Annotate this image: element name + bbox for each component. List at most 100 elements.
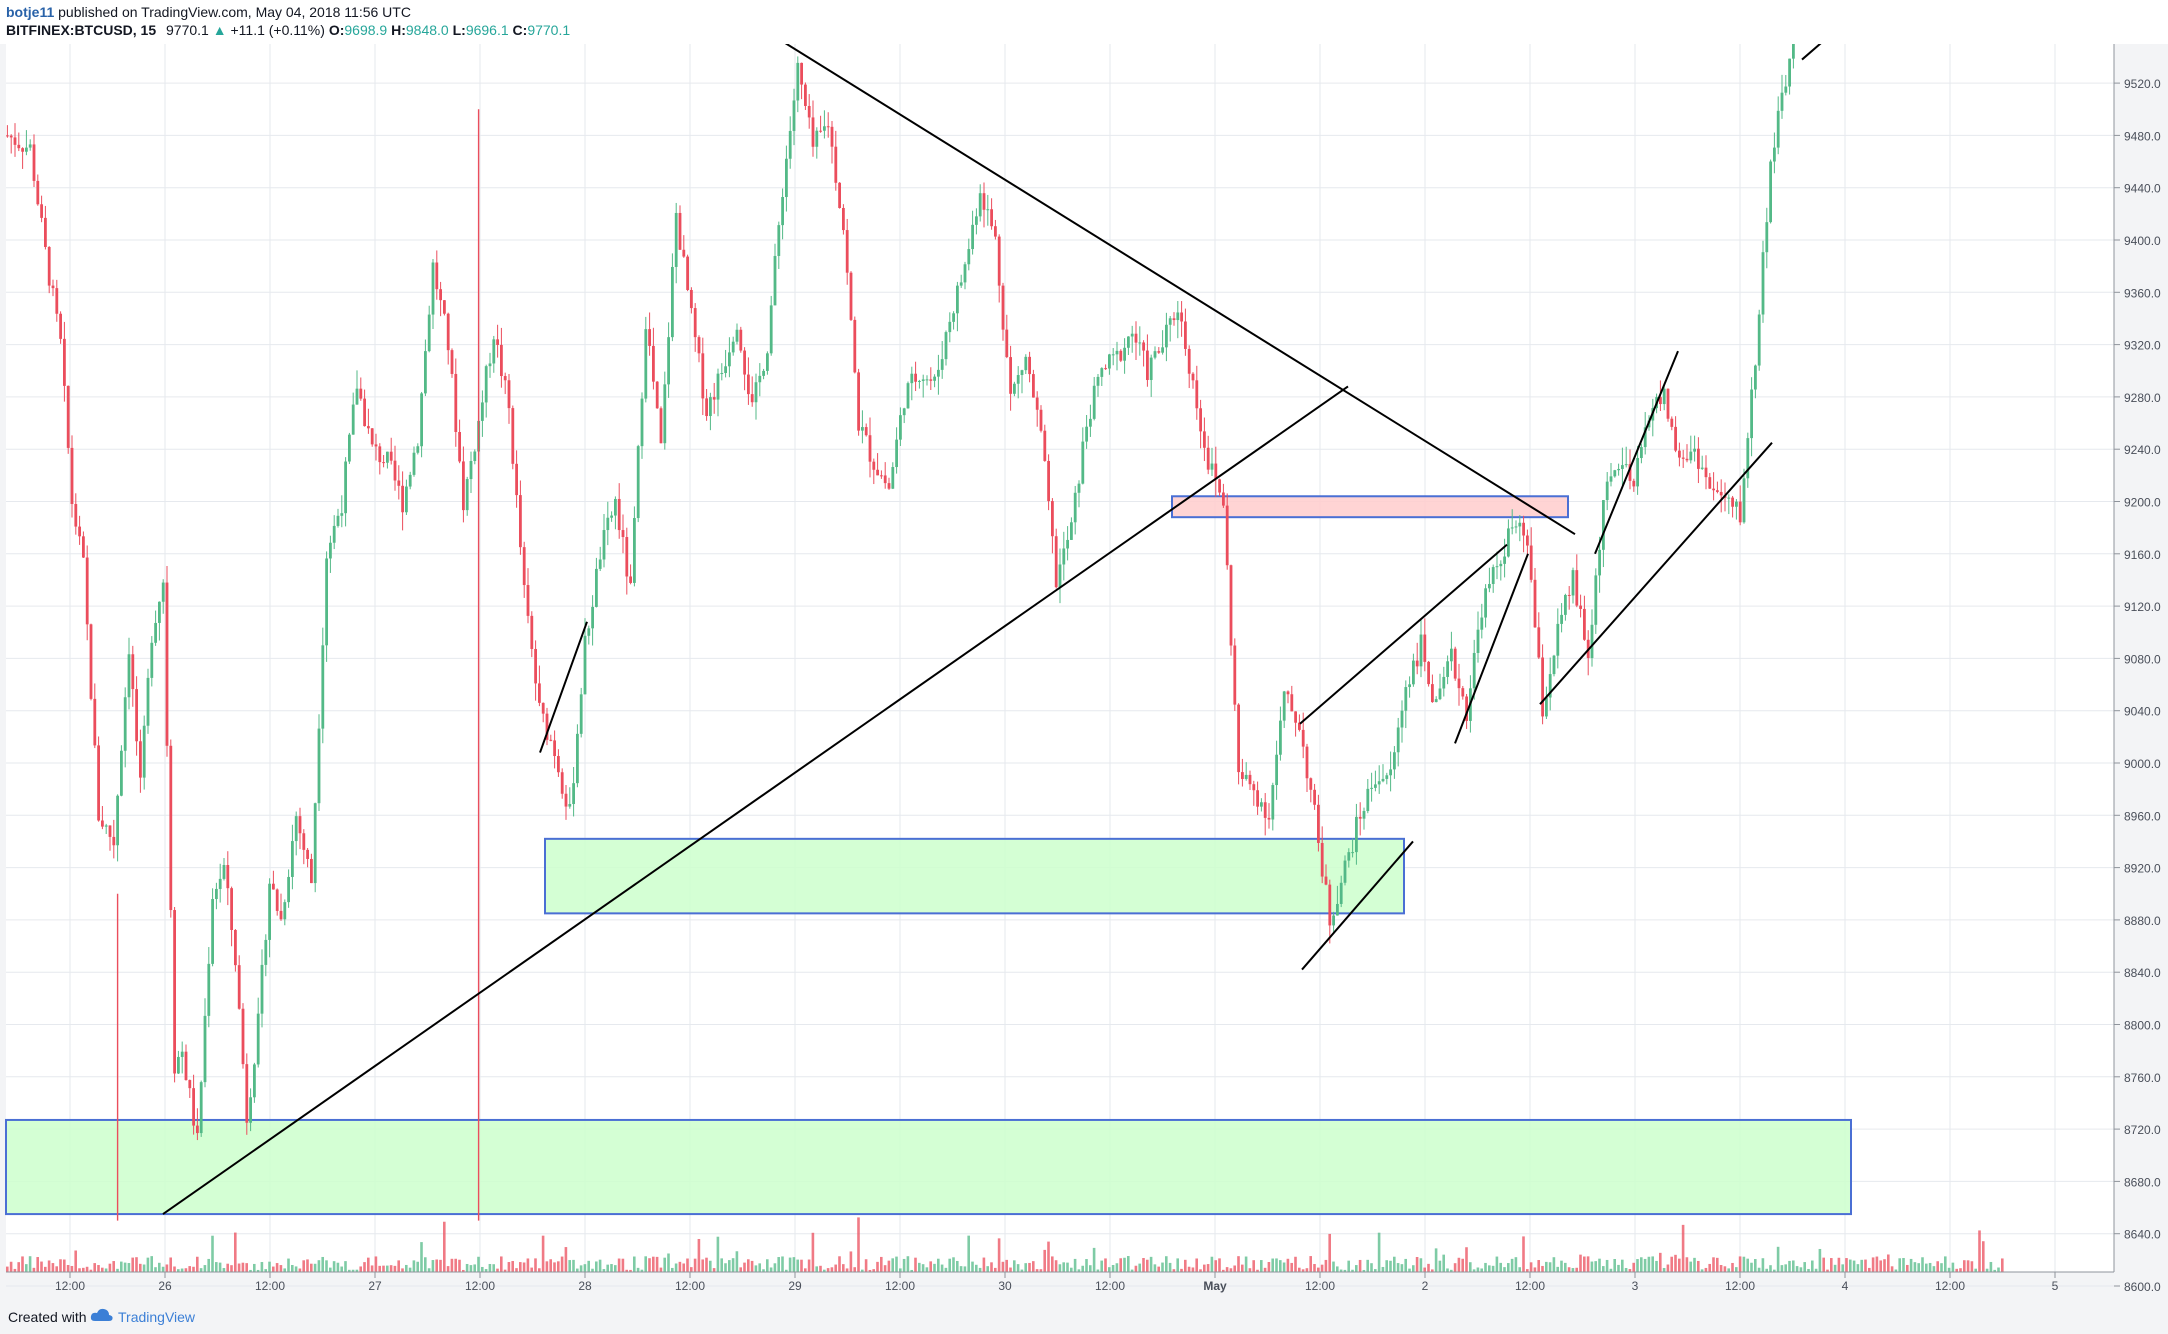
volume-bar <box>1552 1257 1556 1272</box>
candle <box>534 640 537 701</box>
volume-bar <box>44 1266 47 1272</box>
volume-bar <box>1735 1267 1738 1272</box>
volume-bar <box>902 1258 906 1272</box>
tradingview-link[interactable]: TradingView <box>118 1309 196 1325</box>
volume-bar <box>1852 1260 1856 1272</box>
candle <box>1571 567 1575 604</box>
volume-bar <box>872 1269 875 1272</box>
candle <box>1598 536 1601 593</box>
volume-bar <box>1427 1263 1430 1272</box>
price-tick-label: 9160.0 <box>2124 548 2161 562</box>
trend-line[interactable] <box>1594 350 1679 555</box>
volume-bar <box>275 1263 279 1272</box>
price-tick-label: 9320.0 <box>2124 339 2161 353</box>
candle <box>302 829 306 865</box>
volume-bar <box>1503 1267 1506 1272</box>
candle <box>644 316 648 403</box>
candle <box>473 449 477 465</box>
candle <box>503 372 507 395</box>
trend-line[interactable] <box>162 385 1349 1215</box>
volume-bar <box>1947 1267 1951 1272</box>
volume-bar <box>644 1256 647 1272</box>
volume-bar <box>1222 1269 1225 1272</box>
volume-bar <box>112 1261 115 1272</box>
volume-bar <box>1290 1262 1293 1272</box>
candle <box>1738 485 1742 526</box>
volume-bar <box>815 1266 818 1272</box>
volume-bar <box>1936 1261 1939 1272</box>
candle <box>1697 437 1700 484</box>
candle <box>1035 391 1039 427</box>
volume-bar <box>906 1256 910 1272</box>
volume-bar <box>1199 1269 1202 1272</box>
volume-bar <box>1579 1254 1582 1272</box>
volume-bar <box>1704 1267 1708 1272</box>
candle <box>1488 567 1491 593</box>
price-tick-label: 9080.0 <box>2124 652 2161 666</box>
candle <box>800 62 803 100</box>
trend-line[interactable] <box>1539 441 1773 705</box>
candle <box>507 374 511 424</box>
candle <box>1222 483 1225 508</box>
author-link[interactable]: botje11 <box>6 4 55 20</box>
candle <box>1689 435 1693 464</box>
candle <box>1503 538 1506 578</box>
volume-bar <box>51 1263 55 1272</box>
volume-bar <box>28 1256 32 1272</box>
candle <box>853 316 857 374</box>
volume-bar <box>66 1264 70 1272</box>
candle <box>990 198 993 230</box>
candle <box>994 219 997 240</box>
candle <box>123 687 127 768</box>
candle <box>351 392 355 435</box>
volume-bar <box>173 1266 176 1272</box>
volume-bar <box>120 1261 123 1272</box>
volume-bar <box>1997 1267 2000 1272</box>
trend-line[interactable] <box>1299 543 1508 725</box>
trend-line[interactable] <box>539 621 588 753</box>
candle <box>1336 885 1339 916</box>
candle <box>359 377 363 401</box>
candle <box>1370 772 1373 802</box>
volume-bar <box>1032 1261 1035 1272</box>
price-tick-label: 9480.0 <box>2124 129 2161 143</box>
candle <box>32 134 36 187</box>
volume-bar <box>503 1269 507 1272</box>
candle <box>245 1053 249 1135</box>
volume-bar <box>1491 1265 1495 1272</box>
volume-bar <box>891 1258 894 1272</box>
price-axis[interactable]: 8600.0 8640.0 8680.0 8720.0 8760.0 8800.0 8840… <box>2114 44 2161 1294</box>
candle <box>321 627 325 744</box>
volume-bar <box>1792 1260 1795 1272</box>
volume-bar <box>1381 1266 1385 1272</box>
candle <box>739 326 743 353</box>
volume-bar <box>1879 1260 1882 1272</box>
candle <box>1332 911 1335 933</box>
candle <box>142 715 146 790</box>
volume-bar <box>845 1268 849 1272</box>
volume-bar <box>838 1256 841 1272</box>
candle <box>1613 469 1617 478</box>
volume-bar <box>785 1269 788 1272</box>
trend-line[interactable] <box>1454 553 1529 744</box>
candle <box>298 807 302 850</box>
volume-bar <box>245 1263 248 1272</box>
time-tick-label: 12:00 <box>1095 1279 1125 1293</box>
volume-bar <box>340 1266 343 1272</box>
candle <box>401 471 404 531</box>
candle <box>435 250 439 300</box>
volume-bar <box>287 1258 290 1272</box>
volume-bar <box>207 1258 210 1272</box>
candle <box>777 221 781 269</box>
volume-bar <box>659 1267 663 1272</box>
volume-bar <box>1499 1262 1502 1272</box>
trend-line[interactable] <box>776 44 1576 536</box>
volume-bar <box>701 1259 704 1272</box>
time-axis[interactable]: 12:00 26 12:00 27 12:00 28 12:00 29 12:00 30 12:00… <box>55 1272 2059 1293</box>
candle <box>332 515 336 550</box>
volume-bar <box>1689 1261 1692 1272</box>
candle <box>1092 377 1096 421</box>
price-chart[interactable]: 8600.0 8640.0 8680.0 8720.0 8760.0 8800.0 8840… <box>0 44 2168 1298</box>
trend-line[interactable] <box>1301 840 1414 971</box>
candle <box>1077 480 1081 508</box>
